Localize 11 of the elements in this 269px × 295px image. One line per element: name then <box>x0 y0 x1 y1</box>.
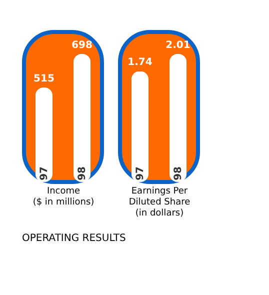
x-tick-label: 97 <box>38 166 50 180</box>
x-tick-label: 97 <box>134 166 146 180</box>
x-tick-label: 98 <box>173 166 184 180</box>
data-label: 2.01 <box>166 40 190 51</box>
text: OPERATING RESULTS <box>22 233 126 244</box>
x-axis-title: Income ($ in millions) <box>32 186 94 208</box>
x-axis-title: Earnings Per Diluted Share (in dollars) <box>128 186 191 218</box>
x-tick-label: 98 <box>77 166 88 180</box>
data-label: 515 <box>34 74 54 85</box>
data-label: 1.74 <box>128 57 152 68</box>
data-label: 698 <box>72 40 93 51</box>
